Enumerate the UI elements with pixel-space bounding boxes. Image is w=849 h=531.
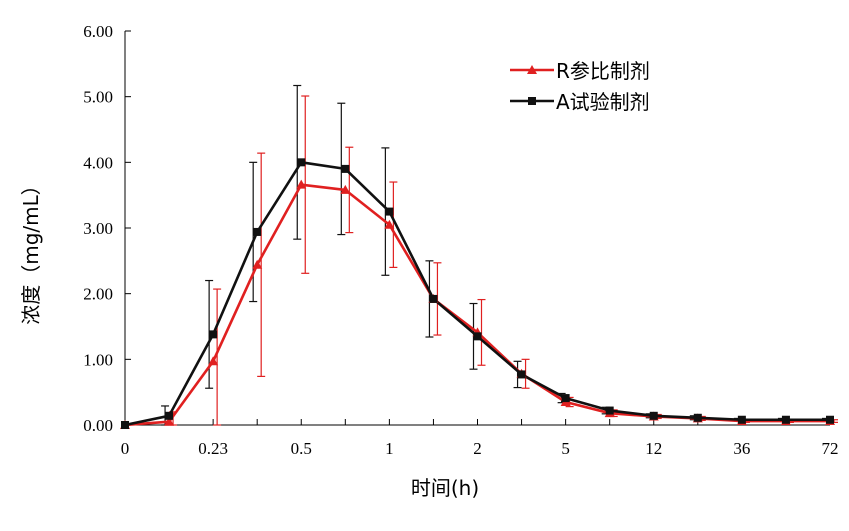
y-axis-label: 浓度（mg/mL） (19, 175, 43, 325)
legend-marker (528, 97, 536, 105)
legend-marker (527, 65, 537, 74)
series-lines (124, 161, 830, 427)
x-tick-label: 5 (561, 439, 570, 458)
data-point (473, 332, 482, 341)
data-point (384, 219, 395, 229)
data-point (252, 259, 263, 269)
legend: R参比制剂 A试验制剂 (510, 59, 650, 114)
y-axis-ticks: 0.00 1.00 2.00 3.00 4.00 5.00 6.00 (83, 22, 131, 435)
data-point (297, 158, 306, 167)
data-point (208, 356, 219, 366)
y-tick-label: 5.00 (83, 88, 113, 107)
y-tick-label: 3.00 (83, 219, 113, 238)
data-point (781, 415, 790, 424)
data-point (737, 415, 746, 424)
x-axis-ticks: 0 0.23 0.5 1 2 5 12 36 72 (121, 419, 839, 458)
data-point (826, 415, 834, 424)
y-tick-label: 4.00 (83, 153, 113, 172)
data-point (340, 184, 351, 194)
data-point (385, 207, 394, 216)
x-tick-label: 2 (473, 439, 482, 458)
data-point (296, 179, 307, 189)
x-tick-label: 72 (822, 439, 839, 458)
data-point (253, 227, 262, 236)
data-point (121, 421, 129, 429)
data-point (341, 164, 350, 173)
x-tick-label: 1 (385, 439, 394, 458)
legend-label: R参比制剂 (556, 59, 650, 83)
data-point (164, 416, 175, 426)
x-axis-label: 时间(h) (411, 476, 479, 500)
data-point (209, 330, 218, 339)
x-tick-label: 0.5 (291, 439, 312, 458)
y-tick-label: 1.00 (83, 350, 113, 369)
series-markers (120, 158, 835, 429)
x-tick-label: 0.23 (198, 439, 228, 458)
axes (124, 31, 830, 426)
y-tick-label: 0.00 (83, 416, 113, 435)
x-tick-label: 12 (645, 439, 662, 458)
series-line (124, 183, 830, 427)
data-point (693, 413, 702, 422)
x-tick-label: 0 (121, 439, 130, 458)
legend-label: A试验制剂 (556, 90, 650, 114)
data-point (429, 294, 438, 303)
data-point (649, 411, 658, 420)
data-point (517, 370, 526, 379)
y-tick-label: 2.00 (83, 285, 113, 304)
y-tick-label: 6.00 (83, 22, 113, 41)
data-point (605, 406, 614, 415)
data-point (165, 411, 174, 420)
x-tick-label: 36 (733, 439, 750, 458)
series-line (124, 161, 830, 427)
data-point (561, 394, 570, 403)
